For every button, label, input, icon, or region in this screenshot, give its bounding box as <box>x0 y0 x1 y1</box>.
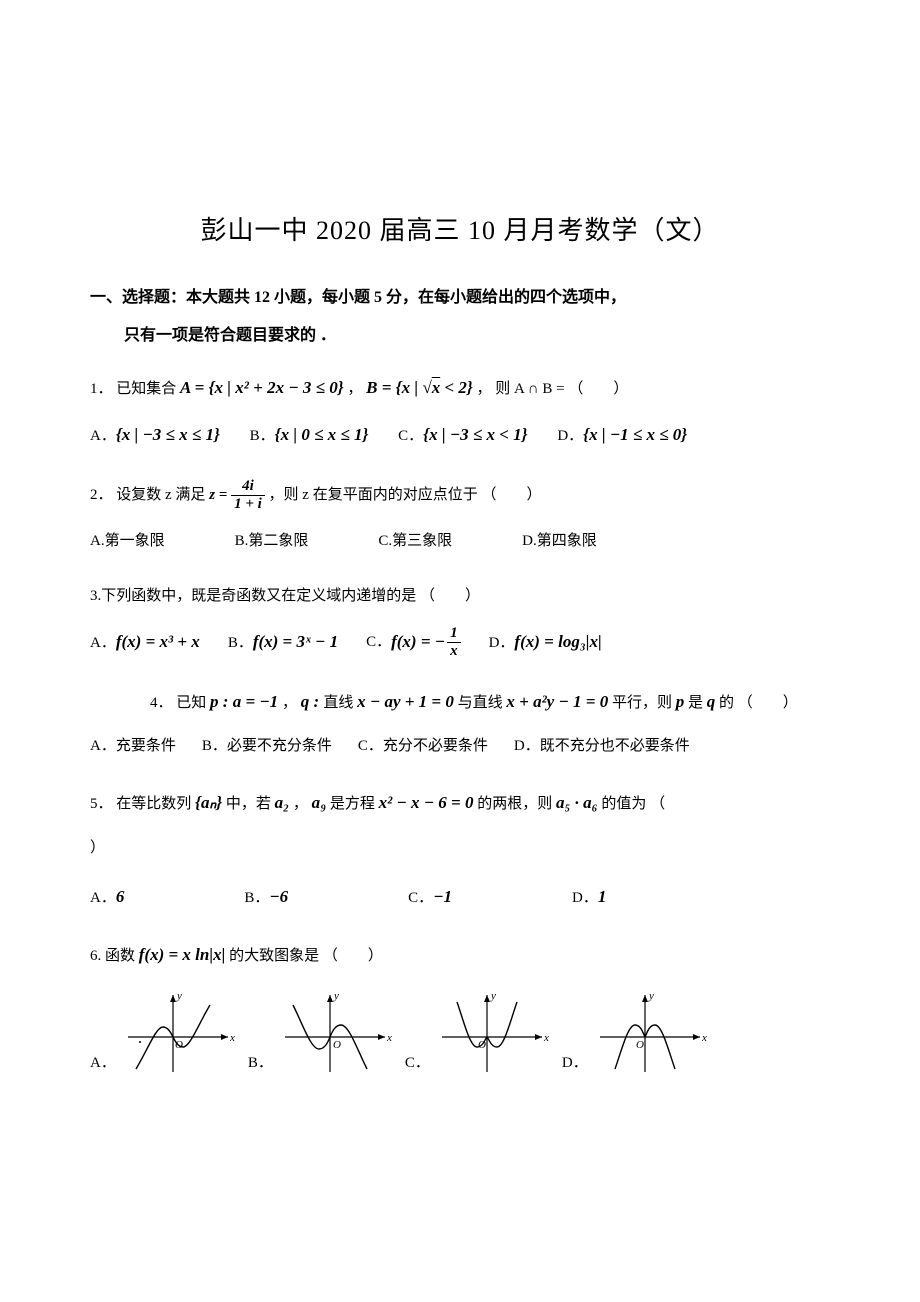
q6-graph-d: x y O <box>590 987 710 1077</box>
question-4: 4． 已知 p : a = −1 ， q : 直线 x − ay + 1 = 0… <box>90 687 830 761</box>
q6-paren: （ ） <box>323 948 383 964</box>
q1-paren: （ ） <box>568 381 628 397</box>
q3-paren: （ ） <box>420 588 480 604</box>
q2-number: 2． <box>90 487 113 503</box>
q1-opt-d: D．{x | −1 ≤ x ≤ 0} <box>557 420 687 451</box>
q1-set-b-post: < 2} <box>440 378 473 397</box>
q4-paren: （ ） <box>738 695 798 711</box>
q4-opt-c: C．充分不必要条件 <box>358 733 488 760</box>
q2-stem: 2． 设复数 z 满足 z = 4i 1 + i ，则 z 在复平面内的对应点位… <box>90 479 830 512</box>
q5-opt-a: A．6 <box>90 882 124 913</box>
section-header-line2: 只有一项是符合题目要求的 ． <box>124 321 830 345</box>
q2-opt-b: B.第二象限 <box>235 528 309 555</box>
q2-opt-c: C.第三象限 <box>378 528 452 555</box>
q6-number: 6. <box>90 948 101 964</box>
q6-graph-a: x y O <box>118 987 238 1077</box>
q1-number: 1． <box>90 381 113 397</box>
q1-opt-a: A．{x | −3 ≤ x ≤ 1} <box>90 420 220 451</box>
svg-text:x: x <box>386 1032 392 1044</box>
q4-options: A．充要条件 B．必要不充分条件 C．充分不必要条件 D．既不充分也不必要条件 <box>90 733 830 760</box>
q6-options: A． x y O B． <box>90 987 830 1077</box>
q2-opt-d: D.第四象限 <box>522 528 597 555</box>
q2-opt-a: A.第一象限 <box>90 528 165 555</box>
q3-opt-d: D．f(x) = log₃|x| <box>489 627 602 658</box>
q3-opt-a: A．f(x) = x³ + x <box>90 627 200 658</box>
q2-text-post: ，则 z 在复平面内的对应点位于 <box>269 487 478 503</box>
question-3: 3.下列函数中，既是奇函数又在定义域内递增的是 （ ） A．f(x) = x³ … <box>90 583 830 659</box>
q3-opt-b: B．f(x) = 3ˣ − 1 <box>228 627 338 658</box>
q4-stem: 4． 已知 p : a = −1 ， q : 直线 x − ay + 1 = 0… <box>90 687 830 718</box>
svg-text:y: y <box>648 990 654 1002</box>
svg-text:O: O <box>333 1039 341 1051</box>
q3-opt-c: C． f(x) = − 1 x <box>366 626 461 659</box>
q5-opt-c: C．−1 <box>408 882 452 913</box>
section-header-line1: 一、选择题：本大题共 12 小题，每小题 5 分，在每小题给出的四个选项中， <box>90 283 830 313</box>
q6-opt-c: C． x y O <box>405 987 552 1077</box>
question-1: 1． 已知集合 A = {x | x² + 2x − 3 ≤ 0} ， B = … <box>90 373 830 450</box>
q1-text-pre: 已知集合 <box>116 381 180 397</box>
q4-opt-d: D．既不充分也不必要条件 <box>514 733 690 760</box>
q1-stem: 1． 已知集合 A = {x | x² + 2x − 3 ≤ 0} ， B = … <box>90 373 830 404</box>
q1-options: A．{x | −3 ≤ x ≤ 1} B．{x | 0 ≤ x ≤ 1} C．{… <box>90 420 830 451</box>
svg-text:y: y <box>333 990 339 1002</box>
q4-opt-b: B．必要不充分条件 <box>202 733 332 760</box>
question-2: 2． 设复数 z 满足 z = 4i 1 + i ，则 z 在复平面内的对应点位… <box>90 479 830 555</box>
q5-opt-d: D．1 <box>572 882 606 913</box>
q2-text-pre: 设复数 z 满足 <box>116 487 209 503</box>
q6-opt-d: D． x y O <box>562 987 710 1077</box>
q6-opt-a: A． x y O <box>90 987 238 1077</box>
q6-stem: 6. 函数 f(x) = x ln|x| 的大致图象是 （ ） <box>90 940 830 971</box>
q6-graph-c: x y O <box>432 987 552 1077</box>
q2-paren: （ ） <box>481 487 541 503</box>
q1-set-b-sqrt: √√xx <box>422 378 440 397</box>
q1-opt-c: C．{x | −3 ≤ x < 1} <box>398 420 527 451</box>
q6-opt-b: B． x y O <box>248 987 395 1077</box>
page-title: 彭山一中 2020 届高三 10 月月考数学（文） <box>90 210 830 247</box>
question-5: 5． 在等比数列 {aₙ} 中，若 a₂ ， a₉ 是方程 x² − x − 6… <box>90 788 830 912</box>
q6-graph-b: x y O <box>275 987 395 1077</box>
q3-stem: 3.下列函数中，既是奇函数又在定义域内递增的是 （ ） <box>90 583 830 610</box>
q1-opt-b: B．{x | 0 ≤ x ≤ 1} <box>250 420 369 451</box>
q5-stem: 5． 在等比数列 {aₙ} 中，若 a₂ ， a₉ 是方程 x² − x − 6… <box>90 788 830 819</box>
svg-text:y: y <box>176 990 182 1002</box>
question-6: 6. 函数 f(x) = x ln|x| 的大致图象是 （ ） A． x y O <box>90 940 830 1077</box>
q2-eq-lhs: z = <box>209 487 231 503</box>
q1-set-b-pre: B = {x | <box>366 378 422 397</box>
q1-text-post: ， 则 A ∩ B = <box>477 381 565 397</box>
q5-options: A．6 B．−6 C．−1 D．1 <box>90 882 830 913</box>
q2-options: A.第一象限 B.第二象限 C.第三象限 D.第四象限 <box>90 528 830 555</box>
svg-text:x: x <box>229 1032 235 1044</box>
q1-set-a: A = {x | x² + 2x − 3 ≤ 0} <box>180 378 344 397</box>
svg-text:x: x <box>701 1032 707 1044</box>
svg-text:x: x <box>543 1032 549 1044</box>
q5-number: 5． <box>90 796 113 812</box>
q2-fraction: 4i 1 + i <box>231 479 265 512</box>
q5-paren-close: ） <box>90 835 830 862</box>
svg-text:y: y <box>490 990 496 1002</box>
q5-opt-b: B．−6 <box>244 882 288 913</box>
q4-number: 4． <box>150 695 173 711</box>
q4-opt-a: A．充要条件 <box>90 733 176 760</box>
q1-comma1: ， <box>347 381 366 397</box>
q3-options: A．f(x) = x³ + x B．f(x) = 3ˣ − 1 C． f(x) … <box>90 626 830 659</box>
svg-text:O: O <box>636 1039 644 1051</box>
